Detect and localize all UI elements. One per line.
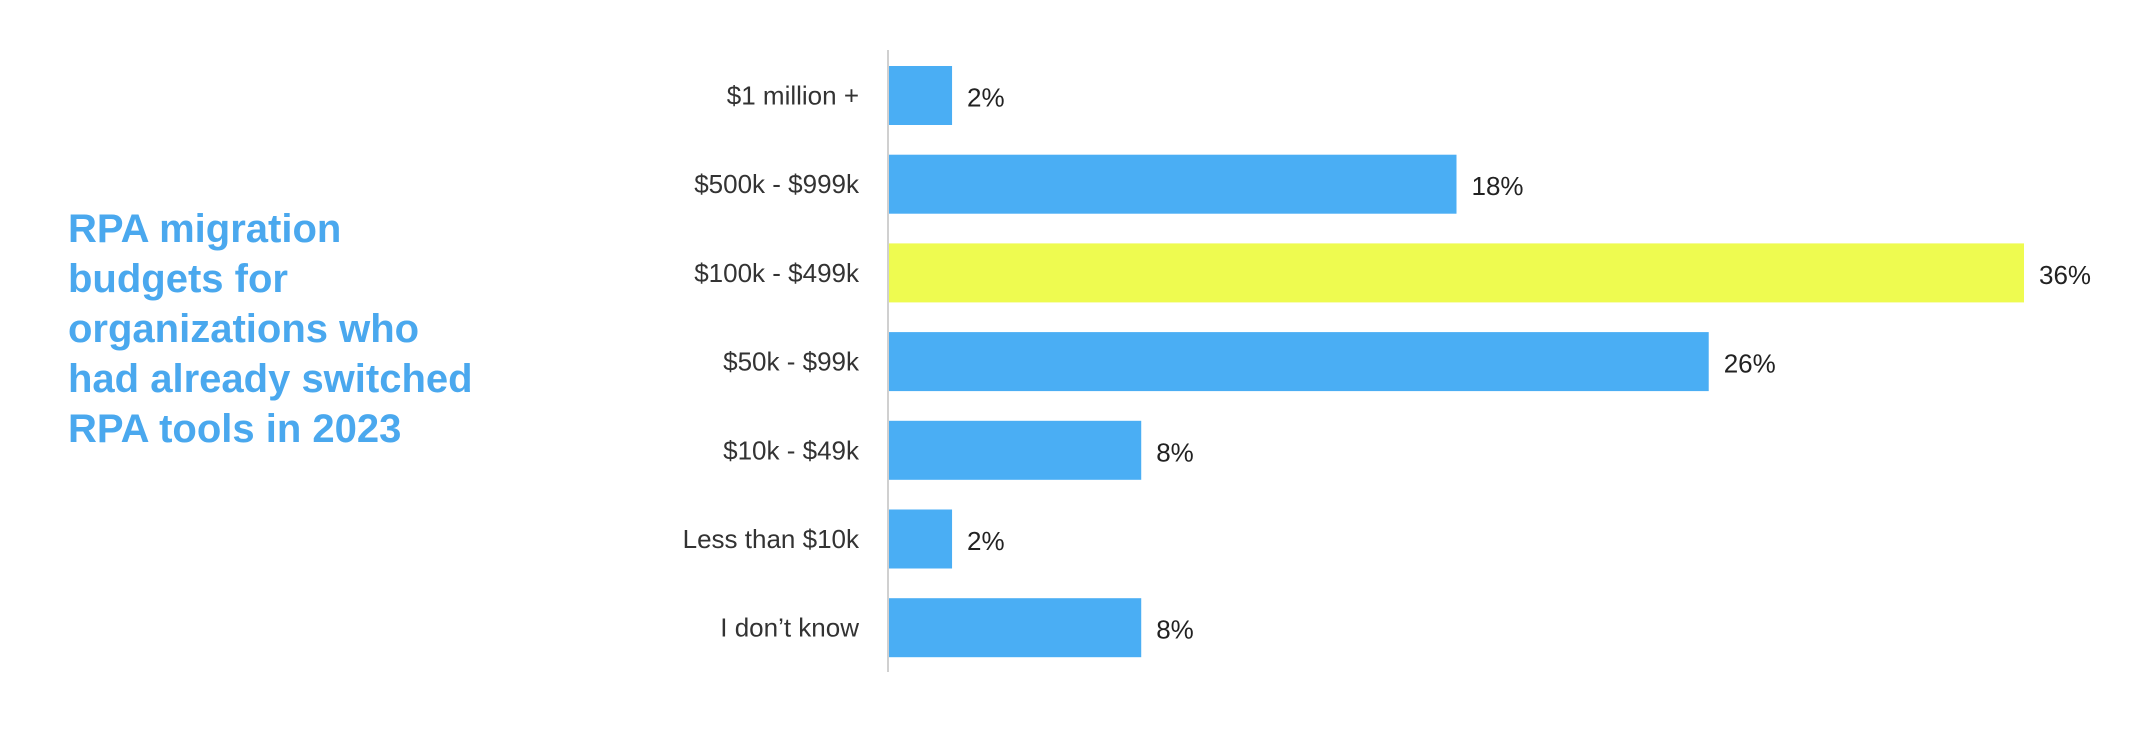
- value-label-5: 2%: [967, 526, 1005, 556]
- category-label-1: $500k - $999k: [694, 169, 860, 199]
- value-label-6: 8%: [1156, 615, 1194, 645]
- bar-5: [889, 509, 953, 569]
- value-label-4: 8%: [1156, 437, 1194, 467]
- bar-2: [889, 243, 2024, 303]
- value-labels: 2% 18% 36% 26% 8% 2% 8%: [967, 83, 2091, 645]
- value-label-1: 18%: [1472, 171, 1524, 201]
- bar-3: [889, 332, 1709, 392]
- value-label-0: 2%: [967, 83, 1005, 113]
- value-label-2: 36%: [2039, 260, 2091, 290]
- category-label-0: $1 million +: [727, 81, 859, 111]
- category-label-2: $100k - $499k: [694, 258, 860, 288]
- value-label-3: 26%: [1724, 349, 1776, 379]
- category-label-3: $50k - $99k: [723, 347, 860, 377]
- category-label-5: Less than $10k: [683, 524, 860, 554]
- category-label-4: $10k - $49k: [723, 435, 860, 465]
- chart-title: RPA migration budgets for organizations …: [68, 207, 473, 451]
- category-labels: $1 million + $500k - $999k $100k - $499k $5…: [683, 81, 860, 643]
- bar-4: [889, 420, 1142, 480]
- bar-0: [889, 66, 953, 125]
- bars: [889, 66, 2024, 658]
- bar-1: [889, 154, 1457, 214]
- category-label-6: I don’t know: [720, 613, 859, 643]
- bar-6: [889, 598, 1142, 658]
